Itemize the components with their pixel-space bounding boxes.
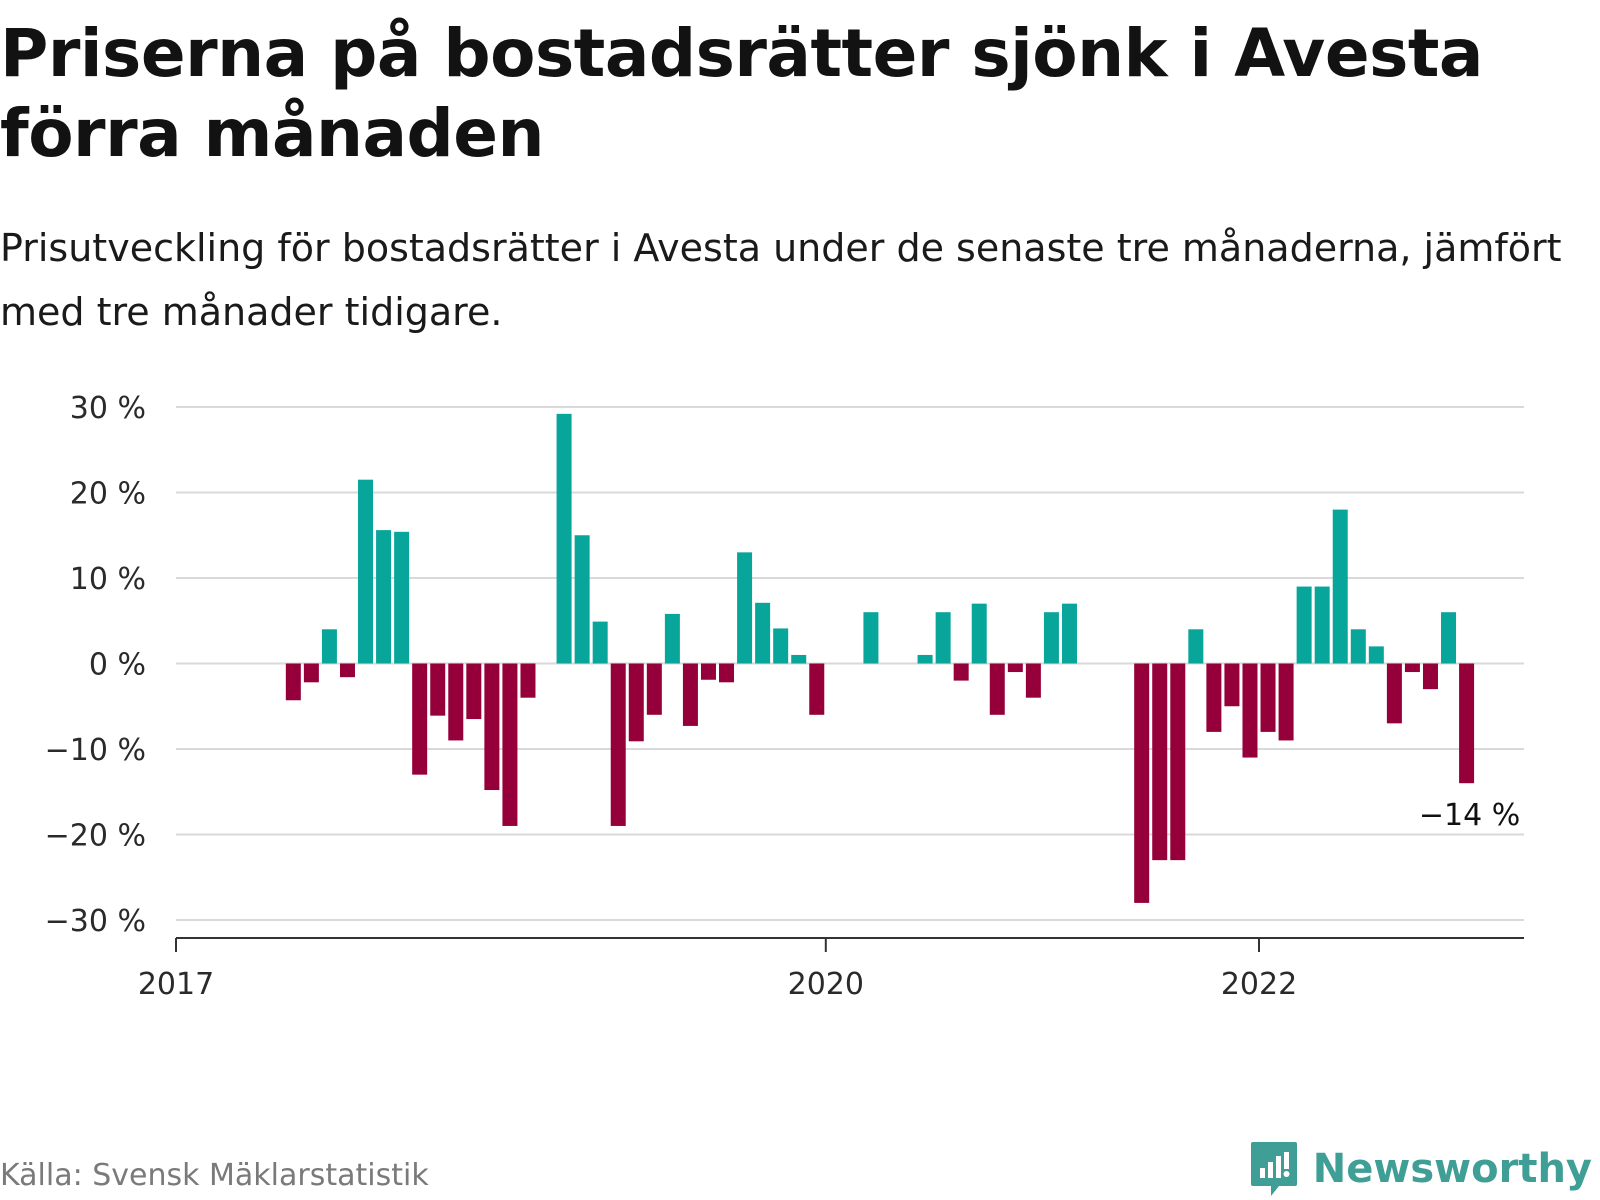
y-axis-labels: 30 % 20 % 10 % 0 % −10 % −20 % −30 % — [45, 391, 146, 939]
bar — [412, 663, 428, 775]
bar — [917, 654, 933, 664]
bar — [394, 531, 410, 664]
bar — [646, 663, 662, 715]
bar — [682, 663, 698, 726]
bar — [755, 602, 771, 664]
brand-logo: Newsworthy — [1249, 1140, 1592, 1198]
x-tick-label: 2022 — [1221, 967, 1297, 1002]
bar — [809, 663, 825, 715]
bar — [1296, 586, 1312, 664]
bar — [1224, 663, 1240, 707]
bar — [1350, 629, 1366, 664]
bar — [556, 413, 572, 664]
bar — [520, 663, 536, 698]
bar — [1043, 612, 1059, 664]
chart-title: Priserna på bostadsrätter sjönk i Avesta… — [0, 15, 1483, 172]
bar — [700, 663, 716, 680]
y-tick-label: −30 % — [45, 904, 146, 939]
chart-subtitle: Prisutveckling för bostadsrätter i Avest… — [0, 226, 1562, 334]
newsworthy-logo-icon — [1250, 1142, 1297, 1196]
bar — [935, 612, 951, 664]
bar — [1242, 663, 1258, 758]
bar — [1332, 509, 1348, 664]
x-tick-label: 2020 — [788, 967, 864, 1002]
bar — [358, 479, 374, 664]
bar — [737, 552, 753, 664]
bar — [339, 663, 355, 678]
y-tick-label: −20 % — [45, 819, 146, 854]
bar — [502, 663, 518, 826]
bars — [285, 413, 1475, 903]
bar — [1007, 663, 1023, 673]
bar — [321, 629, 337, 664]
bar — [466, 663, 482, 720]
bar — [1188, 629, 1204, 664]
bar — [574, 535, 590, 664]
bar — [610, 663, 626, 826]
bar — [773, 628, 789, 664]
bar — [1404, 663, 1420, 673]
bar — [484, 663, 500, 791]
bar — [628, 663, 644, 742]
bar — [989, 663, 1005, 715]
bar — [1061, 603, 1077, 664]
bar — [303, 663, 319, 683]
brand-name: Newsworthy — [1312, 1146, 1592, 1192]
bar — [1441, 612, 1457, 664]
y-tick-label: 10 % — [70, 562, 146, 597]
bar — [1314, 586, 1330, 664]
bar — [1422, 663, 1438, 690]
bar-chart: 30 %20 %10 %0 %−10 %−20 %−30 % 2017 2020 2… — [45, 391, 1524, 1002]
x-tick-label: 2017 — [138, 967, 214, 1002]
bar — [1134, 663, 1150, 903]
bar — [719, 663, 735, 683]
source-note: Källa: Svensk Mäklarstatistik — [0, 1158, 429, 1193]
bar — [285, 663, 301, 701]
y-tick-label: −10 % — [45, 733, 146, 768]
bar — [1170, 663, 1186, 861]
x-axis: 2017 2020 2022 — [138, 937, 1524, 1002]
y-tick-label: 30 % — [70, 391, 146, 426]
bar — [1368, 646, 1384, 664]
annotations: −14 % — [1419, 798, 1520, 833]
bar — [863, 612, 879, 664]
bar — [1206, 663, 1222, 732]
bar — [1260, 663, 1276, 732]
bar — [1025, 663, 1041, 698]
bar — [971, 603, 987, 664]
y-tick-label: 0 % — [89, 648, 146, 683]
last-value-label: −14 % — [1419, 798, 1520, 833]
bar — [953, 663, 969, 681]
bar — [592, 621, 608, 664]
bar — [1386, 663, 1402, 724]
y-tick-label: 20 % — [70, 477, 146, 512]
bar — [448, 663, 464, 741]
bar — [1152, 663, 1168, 861]
bar — [1278, 663, 1294, 741]
bar — [1459, 663, 1475, 784]
bar — [664, 613, 680, 664]
bar — [430, 663, 446, 716]
bar — [791, 654, 807, 664]
bar — [376, 530, 392, 664]
